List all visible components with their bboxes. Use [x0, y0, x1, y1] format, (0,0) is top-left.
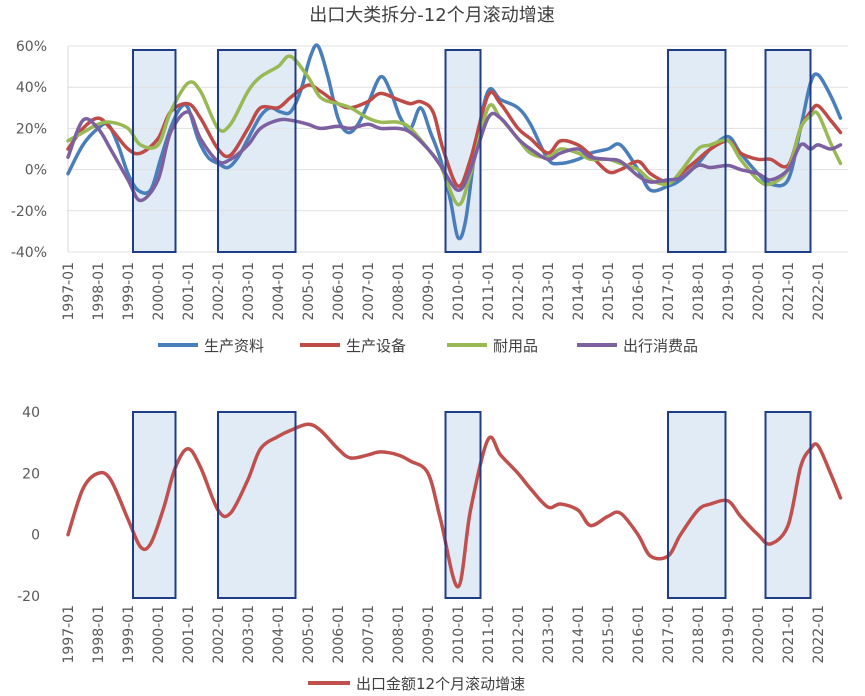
top-x-tick-label: 2000-01: [151, 262, 167, 321]
bottom-x-tick-label: 1998-01: [91, 605, 107, 664]
highlight-border-bottom-1: [132, 411, 177, 599]
top-x-tick-label: 2018-01: [691, 262, 707, 321]
top-chart-legend: 生产资料 生产设备 耐用品 出行消费品: [158, 337, 698, 355]
bottom-x-tick-label: 2020-01: [751, 605, 767, 664]
top-x-tick-label: 2010-01: [451, 262, 467, 321]
top-chart-y-axis: -40% -20% 0% 20% 40% 60%: [11, 39, 69, 261]
top-chart-x-axis: 1997-01 1998-01 1999-01 2000-01 2001-01 2002-…: [61, 262, 827, 321]
bottom-x-tick-label: 2016-01: [631, 605, 647, 664]
bottom-x-tick-label: 2007-01: [361, 605, 377, 664]
top-x-tick-label: 2017-01: [661, 262, 677, 321]
top-x-tick-label: 1997-01: [61, 262, 77, 321]
top-chart-series: [66, 43, 843, 241]
bottom-y-tick-label: 0: [31, 528, 40, 544]
highlight-border-bottom-3: [444, 411, 482, 599]
bottom-y-tick-label: -20: [17, 589, 40, 605]
top-x-tick-label: 2022-01: [811, 262, 827, 321]
highlight-border-top-2: [217, 49, 297, 253]
legend-label-3: 耐用品: [493, 337, 538, 355]
bottom-x-tick-label: 2009-01: [421, 605, 437, 664]
bottom-x-tick-label: 2018-01: [691, 605, 707, 664]
highlight-borders: [132, 49, 812, 599]
top-y-tick-label: 0%: [25, 163, 47, 179]
top-x-tick-label: 2002-01: [211, 262, 227, 321]
bottom-series-line: [66, 422, 843, 589]
bottom-x-tick-label: 2012-01: [511, 605, 527, 664]
highlight-border-bottom-5: [764, 411, 812, 599]
highlight-box-bottom-4: [668, 412, 726, 598]
bottom-x-tick-label: 2014-01: [571, 605, 587, 664]
top-x-tick-label: 2008-01: [391, 262, 407, 321]
top-x-tick-label: 1999-01: [121, 262, 137, 321]
highlight-border-top-1: [132, 49, 177, 253]
top-x-tick-label: 2012-01: [511, 262, 527, 321]
top-y-tick-label: 20%: [16, 121, 47, 137]
bottom-chart-legend: 出口金额12个月滚动增速: [308, 675, 525, 693]
bottom-x-tick-label: 2022-01: [811, 605, 827, 664]
top-x-tick-label: 2007-01: [361, 262, 377, 321]
bottom-x-tick-label: 2019-01: [721, 605, 737, 664]
top-x-tick-label: 2003-01: [241, 262, 257, 321]
top-y-tick-label: 60%: [16, 39, 47, 55]
bottom-x-tick-label: 2015-01: [601, 605, 617, 664]
bottom-chart-y-axis: -20 0 20 40: [17, 405, 40, 605]
top-x-tick-label: 2001-01: [181, 262, 197, 321]
highlight-box-top-1: [133, 50, 176, 252]
highlight-border-bottom-2: [217, 411, 297, 599]
top-x-tick-label: 2009-01: [421, 262, 437, 321]
chart-title: 出口大类拆分-12个月滚动增速: [309, 5, 554, 26]
bottom-x-tick-label: 2017-01: [661, 605, 677, 664]
top-y-tick-label: -40%: [11, 245, 47, 261]
bottom-x-tick-label: 2004-01: [271, 605, 287, 664]
highlight-box-bottom-2: [218, 412, 296, 598]
bottom-x-tick-label: 2021-01: [781, 605, 797, 664]
top-y-tick-label: -20%: [11, 204, 47, 220]
legend-label-1: 生产资料: [204, 337, 264, 355]
top-x-tick-label: 2021-01: [781, 262, 797, 321]
bottom-x-tick-label: 2011-01: [481, 605, 497, 664]
bottom-x-tick-label: 2008-01: [391, 605, 407, 664]
highlight-box-top-5: [765, 50, 811, 252]
bottom-x-tick-label: 2006-01: [331, 605, 347, 664]
top-x-tick-label: 2020-01: [751, 262, 767, 321]
top-x-tick-label: 2019-01: [721, 262, 737, 321]
top-x-tick-label: 2013-01: [541, 262, 557, 321]
bottom-x-tick-label: 2002-01: [211, 605, 227, 664]
bottom-y-tick-label: 40: [22, 405, 40, 421]
highlight-border-top-5: [764, 49, 812, 253]
bottom-chart-x-axis: 1997-01 1998-01 1999-01 2000-01 2001-01 2002-…: [61, 605, 827, 664]
highlight-box-bottom-1: [133, 412, 176, 598]
series-line-3: [66, 54, 843, 207]
bottom-x-tick-label: 1999-01: [121, 605, 137, 664]
top-y-tick-label: 40%: [16, 80, 47, 96]
highlight-border-bottom-4: [667, 411, 727, 599]
top-x-tick-label: 2006-01: [331, 262, 347, 321]
bottom-x-tick-label: 2003-01: [241, 605, 257, 664]
top-x-tick-label: 2005-01: [301, 262, 317, 321]
top-x-tick-label: 2016-01: [631, 262, 647, 321]
bottom-chart-series: [66, 422, 843, 589]
highlight-border-top-3: [444, 49, 482, 253]
legend-label-4: 出行消费品: [623, 337, 698, 355]
highlight-box-top-2: [218, 50, 296, 252]
series-line-4: [66, 110, 843, 203]
bottom-x-tick-label: 2013-01: [541, 605, 557, 664]
bottom-x-tick-label: 2010-01: [451, 605, 467, 664]
bottom-x-tick-label: 2000-01: [151, 605, 167, 664]
top-x-tick-label: 2011-01: [481, 262, 497, 321]
bottom-x-tick-label: 2001-01: [181, 605, 197, 664]
bottom-x-tick-label: 1997-01: [61, 605, 77, 664]
bottom-y-tick-label: 20: [22, 466, 40, 482]
top-x-tick-label: 1998-01: [91, 262, 107, 321]
bottom-legend-label: 出口金额12个月滚动增速: [356, 675, 525, 693]
highlight-box-bottom-5: [765, 412, 811, 598]
top-x-tick-label: 2015-01: [601, 262, 617, 321]
highlight-boxes-top: [133, 50, 811, 252]
legend-label-2: 生产设备: [346, 337, 406, 355]
highlight-border-top-4: [667, 49, 727, 253]
top-x-tick-label: 2004-01: [271, 262, 287, 321]
top-x-tick-label: 2014-01: [571, 262, 587, 321]
bottom-x-tick-label: 2005-01: [301, 605, 317, 664]
